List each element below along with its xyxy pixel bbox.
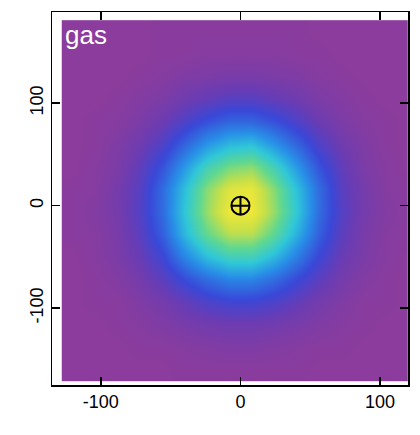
svg-text:0: 0 bbox=[27, 198, 47, 208]
svg-text:0: 0 bbox=[235, 392, 245, 412]
svg-text:100: 100 bbox=[27, 85, 47, 115]
svg-text:-100: -100 bbox=[27, 287, 47, 323]
svg-text:-100: -100 bbox=[83, 392, 119, 412]
svg-text:gas: gas bbox=[65, 20, 107, 50]
svg-text:100: 100 bbox=[365, 392, 395, 412]
